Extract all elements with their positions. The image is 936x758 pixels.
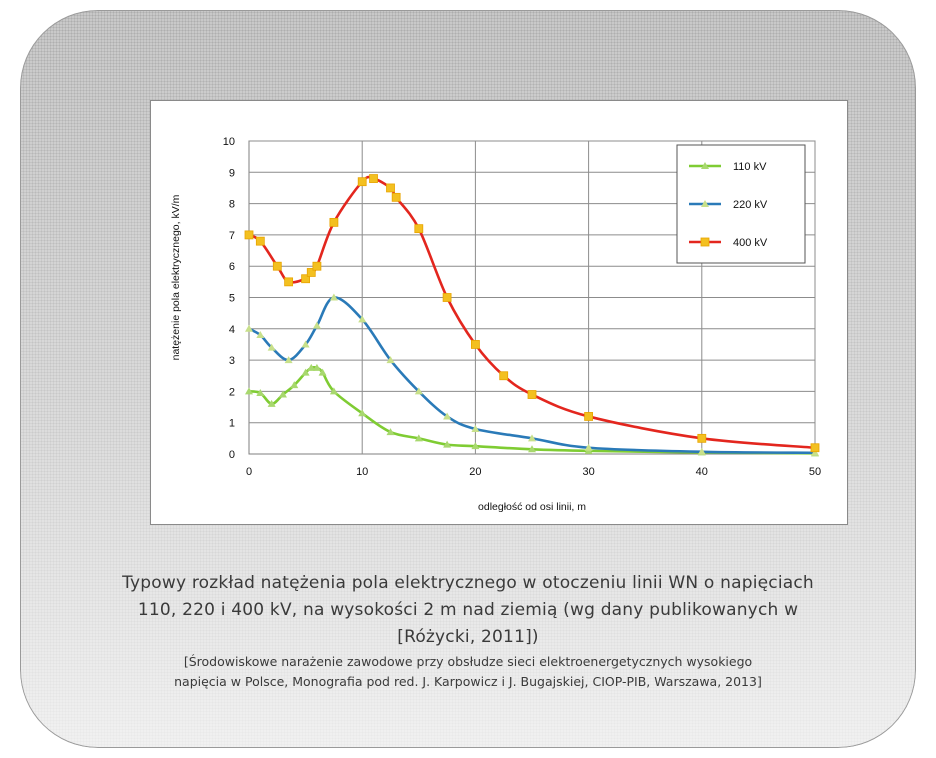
x-tick-label: 50 xyxy=(809,466,821,478)
data-point xyxy=(471,340,479,348)
y-tick-label: 5 xyxy=(229,293,235,305)
data-point xyxy=(245,231,253,239)
data-point xyxy=(358,178,366,186)
y-tick-label: 8 xyxy=(229,199,235,211)
source-line-1: [Środowiskowe narażenie zawodowe przy ob… xyxy=(60,652,876,672)
data-point xyxy=(387,184,395,192)
data-point xyxy=(415,225,423,233)
x-tick-label: 10 xyxy=(356,466,368,478)
caption-line-2: 110, 220 i 400 kV, na wysokości 2 m nad … xyxy=(60,597,876,624)
chart-frame: 0 1 2 3 4 5 6 7 8 9 10 0 10 20 30 40 50 odległość od osi … xyxy=(150,100,848,525)
x-tick-label: 20 xyxy=(469,466,481,478)
data-point xyxy=(443,294,451,302)
data-point xyxy=(392,193,400,201)
y-tick-label: 3 xyxy=(229,355,235,367)
x-tick-label: 30 xyxy=(582,466,594,478)
chart-source-note: [Środowiskowe narażenie zawodowe przy ob… xyxy=(60,652,876,692)
y-tick-label: 6 xyxy=(229,261,235,273)
x-axis-label: odległość od osi linii, m xyxy=(478,501,586,513)
data-point xyxy=(528,391,536,399)
y-tick-label: 4 xyxy=(229,324,235,336)
chart-caption: Typowy rozkład natężenia pola elektryczn… xyxy=(60,570,876,651)
data-point xyxy=(811,444,819,452)
x-tick-label: 0 xyxy=(246,466,252,478)
y-tick-label: 2 xyxy=(229,386,235,398)
caption-line-1: Typowy rozkład natężenia pola elektryczn… xyxy=(60,570,876,597)
legend-label: 400 kV xyxy=(733,237,768,249)
caption-line-3: [Różycki, 2011]) xyxy=(60,624,876,651)
legend-label: 110 kV xyxy=(733,161,767,173)
y-tick-label: 1 xyxy=(229,418,235,430)
data-point xyxy=(273,262,281,270)
data-point xyxy=(698,434,706,442)
data-point xyxy=(256,237,264,245)
source-line-2: napięcia w Polsce, Monografia pod red. J… xyxy=(60,672,876,692)
y-tick-label: 7 xyxy=(229,230,235,242)
y-axis-label: natężenie pola elektrycznego, kV/m xyxy=(170,194,182,360)
data-point xyxy=(370,175,378,183)
data-point xyxy=(500,372,508,380)
data-point xyxy=(313,262,321,270)
data-point xyxy=(285,278,293,286)
x-tick-label: 40 xyxy=(696,466,708,478)
y-tick-label: 10 xyxy=(223,136,235,148)
data-point xyxy=(330,218,338,226)
data-point xyxy=(585,412,593,420)
chart-svg: 0 1 2 3 4 5 6 7 8 9 10 0 10 20 30 40 50 odległość od osi … xyxy=(151,101,847,524)
legend-swatch-marker xyxy=(701,238,709,246)
legend-label: 220 kV xyxy=(733,199,768,211)
y-tick-label: 9 xyxy=(229,167,235,179)
y-tick-label: 0 xyxy=(229,449,235,461)
